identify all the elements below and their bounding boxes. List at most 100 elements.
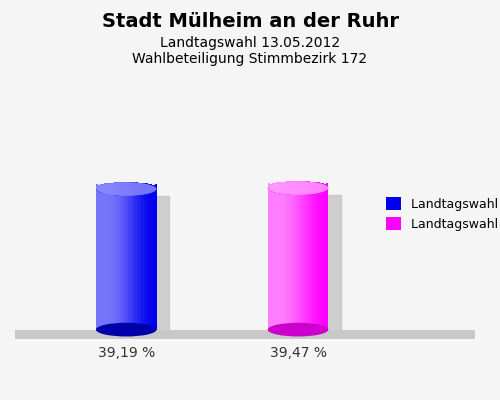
FancyBboxPatch shape <box>144 183 146 194</box>
FancyBboxPatch shape <box>136 182 138 195</box>
FancyBboxPatch shape <box>154 189 155 330</box>
FancyBboxPatch shape <box>134 189 136 330</box>
FancyBboxPatch shape <box>294 181 296 195</box>
FancyBboxPatch shape <box>128 182 130 196</box>
FancyBboxPatch shape <box>296 188 298 330</box>
FancyBboxPatch shape <box>128 189 129 330</box>
FancyBboxPatch shape <box>152 189 154 330</box>
FancyBboxPatch shape <box>322 188 324 330</box>
FancyBboxPatch shape <box>301 188 302 330</box>
Text: Landtagswahl 13.05.2012: Landtagswahl 13.05.2012 <box>160 36 340 50</box>
FancyBboxPatch shape <box>112 189 114 330</box>
FancyBboxPatch shape <box>324 184 326 190</box>
FancyBboxPatch shape <box>123 189 124 330</box>
Polygon shape <box>280 195 341 336</box>
Text: Wahlbeteiligung Stimmbezirk 172: Wahlbeteiligung Stimmbezirk 172 <box>132 52 368 66</box>
FancyBboxPatch shape <box>155 189 156 330</box>
FancyBboxPatch shape <box>282 182 284 194</box>
Ellipse shape <box>96 323 156 336</box>
FancyBboxPatch shape <box>319 188 320 330</box>
FancyBboxPatch shape <box>142 183 144 194</box>
FancyBboxPatch shape <box>150 189 152 330</box>
FancyBboxPatch shape <box>290 181 292 195</box>
FancyBboxPatch shape <box>131 189 132 330</box>
FancyBboxPatch shape <box>146 184 148 194</box>
FancyBboxPatch shape <box>327 188 328 330</box>
FancyBboxPatch shape <box>104 189 105 330</box>
FancyBboxPatch shape <box>274 183 276 192</box>
FancyBboxPatch shape <box>274 188 276 330</box>
FancyBboxPatch shape <box>288 181 290 194</box>
FancyBboxPatch shape <box>116 189 117 330</box>
Legend: Landtagswahl 2012, Landtagswahl 2010: Landtagswahl 2012, Landtagswahl 2010 <box>381 192 500 236</box>
FancyBboxPatch shape <box>288 188 289 330</box>
FancyBboxPatch shape <box>318 188 319 330</box>
FancyBboxPatch shape <box>268 188 269 330</box>
FancyBboxPatch shape <box>300 188 301 330</box>
FancyBboxPatch shape <box>102 189 104 330</box>
FancyBboxPatch shape <box>146 189 148 330</box>
FancyBboxPatch shape <box>306 188 307 330</box>
FancyBboxPatch shape <box>296 181 298 195</box>
FancyBboxPatch shape <box>142 189 143 330</box>
FancyBboxPatch shape <box>111 189 112 330</box>
FancyBboxPatch shape <box>312 188 313 330</box>
FancyBboxPatch shape <box>304 188 306 330</box>
FancyBboxPatch shape <box>318 182 320 193</box>
FancyBboxPatch shape <box>312 182 314 194</box>
FancyBboxPatch shape <box>304 181 306 195</box>
Ellipse shape <box>268 323 328 336</box>
FancyBboxPatch shape <box>140 183 142 195</box>
FancyBboxPatch shape <box>100 184 102 192</box>
FancyBboxPatch shape <box>316 188 318 330</box>
FancyBboxPatch shape <box>149 189 150 330</box>
FancyBboxPatch shape <box>96 184 98 189</box>
FancyBboxPatch shape <box>102 184 104 193</box>
FancyBboxPatch shape <box>298 188 300 330</box>
Text: 39,47 %: 39,47 % <box>270 346 326 360</box>
FancyBboxPatch shape <box>138 182 140 195</box>
FancyBboxPatch shape <box>104 184 106 194</box>
FancyBboxPatch shape <box>108 189 110 330</box>
FancyBboxPatch shape <box>302 188 304 330</box>
Text: 39,19 %: 39,19 % <box>98 346 155 360</box>
FancyBboxPatch shape <box>99 189 100 330</box>
FancyBboxPatch shape <box>310 182 312 194</box>
FancyBboxPatch shape <box>126 189 128 330</box>
FancyBboxPatch shape <box>284 188 286 330</box>
FancyBboxPatch shape <box>100 189 102 330</box>
FancyBboxPatch shape <box>120 189 122 330</box>
FancyBboxPatch shape <box>295 188 296 330</box>
FancyBboxPatch shape <box>110 189 111 330</box>
FancyBboxPatch shape <box>138 189 140 330</box>
FancyBboxPatch shape <box>276 188 277 330</box>
FancyBboxPatch shape <box>286 181 288 194</box>
FancyBboxPatch shape <box>122 189 123 330</box>
FancyBboxPatch shape <box>326 188 327 330</box>
Ellipse shape <box>96 182 156 196</box>
FancyBboxPatch shape <box>124 189 126 330</box>
FancyBboxPatch shape <box>294 188 295 330</box>
FancyBboxPatch shape <box>298 181 300 195</box>
FancyBboxPatch shape <box>292 181 294 195</box>
FancyBboxPatch shape <box>112 182 114 195</box>
FancyBboxPatch shape <box>114 182 116 195</box>
FancyBboxPatch shape <box>114 189 116 330</box>
FancyBboxPatch shape <box>278 182 280 193</box>
FancyBboxPatch shape <box>118 182 120 196</box>
FancyBboxPatch shape <box>122 182 124 196</box>
FancyBboxPatch shape <box>126 182 128 196</box>
FancyBboxPatch shape <box>307 188 308 330</box>
FancyBboxPatch shape <box>105 189 106 330</box>
FancyBboxPatch shape <box>290 188 292 330</box>
Ellipse shape <box>96 182 156 196</box>
FancyBboxPatch shape <box>144 189 146 330</box>
Text: Stadt Mülheim an der Ruhr: Stadt Mülheim an der Ruhr <box>102 12 399 31</box>
FancyBboxPatch shape <box>278 188 280 330</box>
FancyBboxPatch shape <box>326 183 328 188</box>
FancyBboxPatch shape <box>148 189 149 330</box>
FancyBboxPatch shape <box>292 188 294 330</box>
FancyBboxPatch shape <box>143 189 144 330</box>
FancyBboxPatch shape <box>286 188 288 330</box>
FancyBboxPatch shape <box>300 181 302 195</box>
